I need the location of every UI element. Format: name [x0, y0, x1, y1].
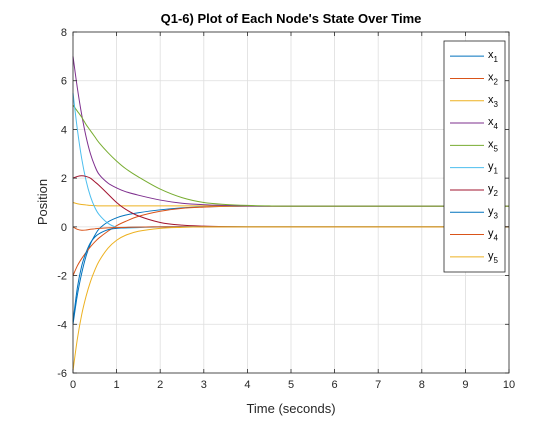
y-tick-label: -4: [57, 319, 67, 331]
x-tick-label: 1: [114, 379, 120, 391]
series-line-y5: [72, 226, 509, 371]
legend-label-x4: x4: [488, 116, 499, 131]
y-tick-label: 8: [61, 27, 67, 39]
legend-label-y4: y4: [488, 228, 499, 243]
y-tick-label: -2: [57, 271, 67, 283]
legend-label-base: x: [488, 49, 494, 61]
legend-label-y2: y2: [488, 183, 499, 198]
legend-label-subscript: 4: [494, 234, 499, 243]
y-tick-label: 2: [61, 173, 67, 185]
x-tick-label: 9: [462, 379, 468, 391]
legend-label-subscript: 2: [494, 77, 499, 86]
legend-label-subscript: 1: [494, 55, 499, 64]
x-tick-label: 3: [201, 379, 207, 391]
legend-label-x3: x3: [488, 94, 499, 109]
legend-label-base: y: [488, 205, 494, 217]
legend-label-base: y: [488, 183, 494, 195]
series-lines: [72, 56, 509, 371]
y-axis-label: Position: [35, 179, 50, 225]
legend-box: [443, 40, 506, 273]
legend-label-base: x: [488, 94, 494, 106]
x-tick-label: 6: [332, 379, 338, 391]
y-tick-label: 0: [61, 222, 67, 234]
x-axis-label: Time (seconds): [246, 401, 335, 416]
legend-label-subscript: 3: [494, 100, 499, 109]
x-tick-label: 10: [503, 379, 515, 391]
x-tick-label: 7: [375, 379, 381, 391]
y-tick-label: -6: [57, 368, 67, 380]
x-tick-label: 5: [288, 379, 294, 391]
y-tick-label: 6: [61, 76, 67, 88]
legend-label-base: x: [488, 138, 494, 150]
legend-label-x5: x5: [488, 138, 499, 153]
legend-label-x1: x1: [488, 49, 499, 64]
legend-label-base: y: [488, 161, 494, 173]
chart-title: Q1-6) Plot of Each Node's State Over Tim…: [161, 11, 422, 26]
series-line-x5: [72, 104, 509, 207]
legend-label-x2: x2: [488, 71, 499, 86]
legend-label-base: y: [488, 228, 494, 240]
x-tick-label: 8: [419, 379, 425, 391]
legend-label-y1: y1: [488, 161, 499, 176]
x-tick-label: 2: [157, 379, 163, 391]
x-tick-label: 4: [244, 379, 250, 391]
x-tick-label: 0: [70, 379, 76, 391]
legend-label-y3: y3: [488, 205, 499, 220]
legend-label-base: x: [488, 71, 494, 83]
legend-label-subscript: 3: [494, 211, 499, 220]
legend-label-subscript: 1: [494, 167, 499, 176]
legend-label-subscript: 5: [494, 144, 499, 153]
y-tick-label: 4: [61, 124, 67, 136]
legend-label-subscript: 2: [494, 189, 499, 198]
legend-label-subscript: 4: [494, 122, 499, 131]
legend-label-base: y: [488, 250, 494, 262]
axis-ticks: 0 1 2 3 4 5 6 7 8 9 10 -6 -4 -2 0 2 4 6 8: [57, 27, 515, 391]
legend-label-y5: y5: [488, 250, 499, 265]
legend-label-base: x: [488, 116, 494, 128]
legend-label-subscript: 5: [494, 256, 499, 265]
